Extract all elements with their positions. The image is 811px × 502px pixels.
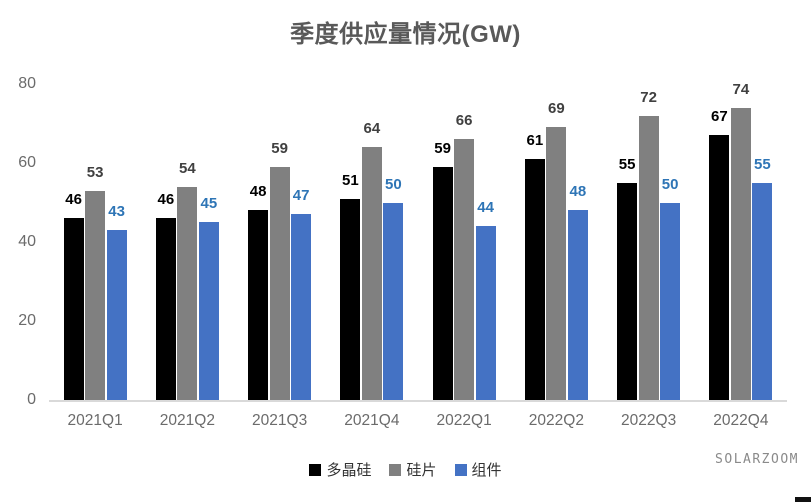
bar-segment (248, 210, 269, 400)
bar-value-label: 51 (342, 171, 359, 189)
bar-value-label: 45 (200, 195, 218, 213)
bar-value-label: 43 (108, 203, 125, 221)
bar-segment (546, 127, 567, 400)
corner-black-block (795, 497, 811, 502)
bar-value-label: 48 (569, 183, 587, 201)
bar-segment (85, 190, 106, 400)
legend-swatch (454, 463, 467, 476)
bar-value-label: 59 (271, 139, 288, 157)
bar-segment (617, 182, 638, 400)
legend-item: 组件 (454, 459, 502, 480)
chart-title: 季度供应量情况(GW) (290, 21, 521, 48)
bar-value-label: 54 (179, 159, 196, 177)
x-axis-tick-label: 2021Q3 (252, 412, 308, 429)
bar-segment (177, 186, 198, 400)
bar-segment (475, 226, 496, 400)
bar-value-label: 67 (711, 108, 728, 126)
bar-segment (660, 202, 681, 400)
y-axis-tick-label: 20 (18, 312, 36, 329)
bar-segment (638, 115, 659, 400)
y-axis-tick-label: 80 (18, 75, 36, 92)
bar-segment (567, 210, 588, 400)
legend-label: 硅片 (406, 462, 437, 479)
bar-value-label: 64 (363, 120, 381, 138)
bar-value-label: 55 (754, 155, 771, 173)
bar-segment (63, 218, 84, 400)
bar-segment (524, 159, 545, 400)
bar-segment (361, 147, 382, 400)
bar-segment (155, 218, 176, 400)
x-axis-line (49, 400, 787, 402)
bar-value-label: 69 (548, 100, 565, 118)
bar-value-label: 46 (65, 191, 82, 209)
x-axis-tick-label: 2022Q1 (436, 412, 492, 429)
bar-segment (432, 166, 453, 400)
bar-segment (383, 202, 404, 400)
bar-value-label: 72 (640, 88, 657, 106)
bar-value-label: 46 (157, 191, 175, 209)
bar-segment (454, 139, 475, 400)
bar-value-label: 61 (526, 132, 544, 150)
bar-value-label: 47 (292, 187, 310, 205)
bar-segment (106, 230, 127, 400)
bar-value-label: 55 (618, 155, 636, 173)
bar-segment (752, 182, 773, 400)
bar-segment (269, 166, 290, 400)
bar-value-label: 74 (732, 80, 750, 98)
bar-segment (709, 135, 730, 400)
legend-label: 多晶硅 (326, 462, 372, 479)
y-axis-tick-label: 40 (18, 233, 36, 250)
y-axis-tick-label: 0 (27, 391, 36, 408)
bar-segment (291, 214, 312, 400)
legend-swatch (389, 463, 402, 476)
x-axis-tick-label: 2022Q3 (621, 412, 677, 429)
bar-value-label: 59 (434, 139, 451, 157)
legend-swatch (309, 463, 322, 476)
y-axis-tick-label: 60 (18, 154, 36, 171)
legend-item: 硅片 (389, 459, 437, 480)
bar-segment (730, 107, 751, 400)
bar-value-label: 44 (477, 199, 494, 217)
bar-value-label: 53 (86, 163, 104, 181)
x-axis-tick-label: 2022Q4 (713, 412, 769, 429)
bar-segment (340, 198, 361, 400)
legend: 多晶硅 硅片 组件 (0, 459, 811, 480)
bar-segment (198, 222, 219, 400)
bar-value-label: 50 (661, 175, 679, 193)
x-axis-tick-label: 2021Q4 (344, 412, 400, 429)
legend-label: 组件 (471, 462, 502, 479)
bar-value-label: 66 (455, 112, 473, 130)
x-axis-tick-label: 2021Q1 (67, 412, 123, 429)
watermark: SOLARZOOM (715, 452, 799, 467)
legend-item: 多晶硅 (309, 459, 371, 480)
x-axis-tick-label: 2021Q2 (159, 412, 215, 429)
bar-value-label: 48 (249, 183, 267, 201)
x-axis-tick-label: 2022Q2 (528, 412, 584, 429)
bar-value-label: 50 (385, 175, 402, 193)
